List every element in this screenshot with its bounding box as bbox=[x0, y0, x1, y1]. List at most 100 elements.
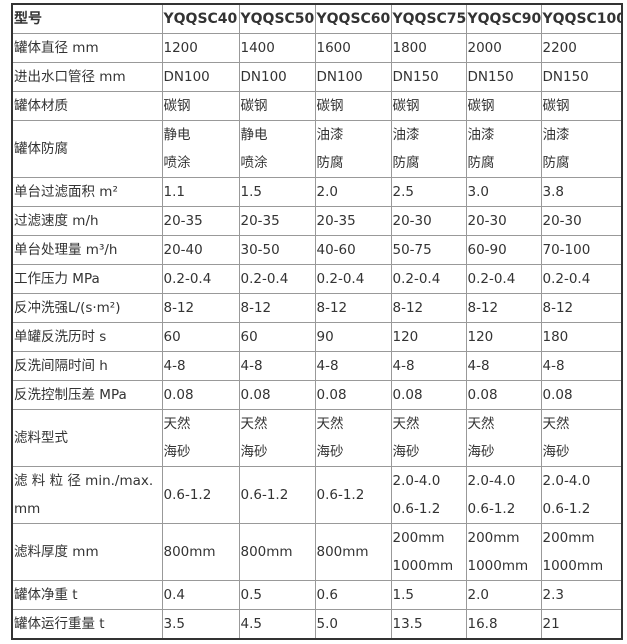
table-row: 罐体材质 碳钢 碳钢 碳钢 碳钢 碳钢 碳钢 bbox=[11, 91, 623, 121]
table-cell: 天然 海砂 bbox=[161, 409, 240, 467]
cell-line: 工作压力 MPa bbox=[14, 271, 100, 287]
table-cell: 碳钢 bbox=[390, 91, 467, 121]
cell-line: 进出水口管径 mm bbox=[14, 69, 126, 85]
table-cell: 0.2-0.4 bbox=[238, 264, 316, 294]
cell-line: 50-75 bbox=[392, 242, 432, 258]
cell-line: 0.08 bbox=[392, 387, 423, 403]
cell-line: 喷涂 bbox=[240, 155, 268, 171]
table-cell: 21 bbox=[540, 609, 623, 640]
cell-line: 4-8 bbox=[163, 358, 186, 374]
table-cell: DN150 bbox=[540, 62, 623, 92]
table-cell: 8-12 bbox=[390, 293, 467, 323]
table-cell: 8-12 bbox=[314, 293, 392, 323]
cell-line: 天然 bbox=[316, 416, 344, 432]
cell-line: 3.5 bbox=[163, 616, 185, 632]
cell-line: 2.0 bbox=[467, 587, 489, 603]
row-label: 罐体净重 t bbox=[11, 580, 163, 610]
table-cell: 2.0-4.0 0.6-1.2 bbox=[390, 466, 467, 524]
table-cell: 13.5 bbox=[390, 609, 467, 640]
cell-line: 800mm bbox=[316, 544, 369, 560]
table-cell: 天然 海砂 bbox=[314, 409, 392, 467]
cell-line: 海砂 bbox=[467, 444, 495, 460]
table-row: 滤料型式 天然 海砂 天然 海砂 天然 海砂 天然 海砂 天然 海砂 天然 海砂 bbox=[11, 409, 623, 467]
table-cell: 0.6 bbox=[314, 580, 392, 610]
cell-line: 单台处理量 m³/h bbox=[14, 242, 118, 258]
cell-line: 4-8 bbox=[467, 358, 490, 374]
table-row: 单台过滤面积 m² 1.1 1.5 2.0 2.5 3.0 3.8 bbox=[11, 177, 623, 207]
table-cell: 0.4 bbox=[161, 580, 240, 610]
cell-line: 60-90 bbox=[467, 242, 507, 258]
cell-line: 2.0-4.0 bbox=[392, 473, 441, 489]
table-row: 进出水口管径 mm DN100 DN100 DN100 DN150 DN150 DN150 bbox=[11, 62, 623, 92]
cell-line: 21 bbox=[542, 616, 560, 632]
cell-line: 碳钢 bbox=[240, 98, 268, 114]
header-model: YQQSC100 bbox=[540, 3, 623, 34]
table-cell: 4-8 bbox=[540, 351, 623, 381]
table-cell: 20-30 bbox=[390, 206, 467, 236]
cell-line: 反冲洗强L/(s·m²) bbox=[14, 300, 121, 316]
cell-line: 静电 bbox=[240, 127, 268, 143]
cell-line: 1.5 bbox=[240, 184, 262, 200]
cell-line: 2000 bbox=[467, 40, 502, 56]
cell-line: 16.8 bbox=[467, 616, 498, 632]
table-cell: 1.5 bbox=[390, 580, 467, 610]
table-cell: DN100 bbox=[314, 62, 392, 92]
table-cell: 0.08 bbox=[465, 380, 542, 410]
table-row: 单台处理量 m³/h 20-40 30-50 40-60 50-75 60-90 70-10… bbox=[11, 235, 623, 265]
table-cell: 静电 喷涂 bbox=[238, 120, 316, 178]
cell-line: 0.2-0.4 bbox=[392, 271, 441, 287]
table-cell: 0.6-1.2 bbox=[314, 466, 392, 524]
table-cell: 2000 bbox=[465, 33, 542, 63]
cell-line: 1000mm bbox=[542, 558, 604, 574]
table-cell: 4-8 bbox=[314, 351, 392, 381]
cell-line: 反洗间隔时间 h bbox=[14, 358, 108, 374]
cell-line: 碳钢 bbox=[163, 98, 191, 114]
cell-line: 滤 料 粒 径 min./max. bbox=[14, 473, 154, 489]
table-cell: 0.08 bbox=[161, 380, 240, 410]
cell-line: 4-8 bbox=[316, 358, 339, 374]
table-cell: 1400 bbox=[238, 33, 316, 63]
cell-line: 防腐 bbox=[316, 155, 344, 171]
cell-line: 20-40 bbox=[163, 242, 203, 258]
cell-line: 200mm bbox=[392, 530, 445, 546]
table-cell: 3.8 bbox=[540, 177, 623, 207]
table-cell: 0.2-0.4 bbox=[161, 264, 240, 294]
cell-line: mm bbox=[14, 501, 41, 517]
cell-line: 200mm bbox=[467, 530, 520, 546]
cell-line: 20-30 bbox=[392, 213, 432, 229]
cell-line: 2.0-4.0 bbox=[542, 473, 591, 489]
cell-line: 800mm bbox=[163, 544, 216, 560]
row-label: 滤 料 粒 径 min./max. mm bbox=[11, 466, 163, 524]
table-cell: 4-8 bbox=[161, 351, 240, 381]
table-cell: 3.0 bbox=[465, 177, 542, 207]
table-cell: 180 bbox=[540, 322, 623, 352]
table-cell: 4-8 bbox=[238, 351, 316, 381]
header-model: YQQSC90 bbox=[465, 3, 542, 34]
header-row: 型号 YQQSC40 YQQSC50 YQQSC60 YQQSC75 YQQSC90 YQQ… bbox=[11, 3, 623, 34]
table-cell: 油漆 防腐 bbox=[390, 120, 467, 178]
cell-line: DN100 bbox=[316, 69, 363, 85]
table-cell: 0.6-1.2 bbox=[238, 466, 316, 524]
cell-line: 60 bbox=[163, 329, 181, 345]
table-cell: DN150 bbox=[390, 62, 467, 92]
cell-line: 海砂 bbox=[392, 444, 420, 460]
header-label: 型号 bbox=[11, 3, 163, 34]
cell-line: 8-12 bbox=[542, 300, 574, 316]
row-label: 过滤速度 m/h bbox=[11, 206, 163, 236]
table-cell: 20-30 bbox=[465, 206, 542, 236]
cell-line: 5.0 bbox=[316, 616, 338, 632]
row-label: 反冲洗强L/(s·m²) bbox=[11, 293, 163, 323]
cell-line: 2.5 bbox=[392, 184, 414, 200]
cell-line: 防腐 bbox=[392, 155, 420, 171]
table-cell: 8-12 bbox=[465, 293, 542, 323]
cell-line: DN100 bbox=[240, 69, 287, 85]
table-row: 过滤速度 m/h 20-35 20-35 20-35 20-30 20-30 20-30 bbox=[11, 206, 623, 236]
table-cell: 40-60 bbox=[314, 235, 392, 265]
table-row: 罐体净重 t 0.4 0.5 0.6 1.5 2.0 2.3 bbox=[11, 580, 623, 610]
table-cell: 200mm 1000mm bbox=[390, 523, 467, 581]
cell-line: 油漆 bbox=[392, 127, 420, 143]
cell-line: 8-12 bbox=[467, 300, 499, 316]
cell-line: 滤料型式 bbox=[14, 430, 68, 446]
table-cell: 60 bbox=[161, 322, 240, 352]
cell-line: 2.0 bbox=[316, 184, 338, 200]
